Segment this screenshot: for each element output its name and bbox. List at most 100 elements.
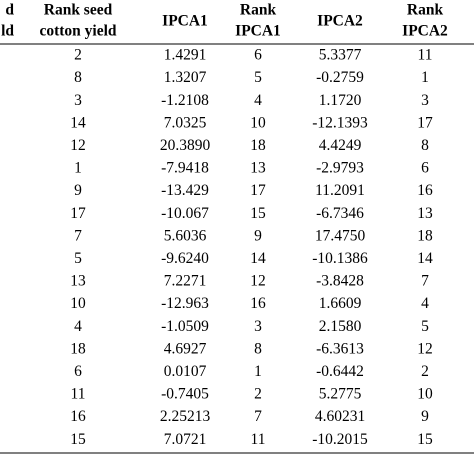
header-cell: IPCA1 <box>162 13 208 30</box>
table-cell: 5 <box>254 69 262 86</box>
table-cell: -13.429 <box>161 182 209 199</box>
table-cell: -2.9793 <box>316 160 364 177</box>
table-cell: 7 <box>254 408 262 425</box>
header-cell: d <box>5 2 14 19</box>
table-cell: 4.6927 <box>164 340 207 357</box>
table-cell: 18 <box>70 340 86 357</box>
table-cell: 7 <box>74 227 82 244</box>
table-cell: 8 <box>74 69 82 86</box>
table-cell: 8 <box>254 340 262 357</box>
table-cell: 1 <box>421 69 429 86</box>
table-cell: 14 <box>70 114 86 131</box>
table-cell: 12 <box>70 137 86 154</box>
table-cell: 5.6036 <box>164 227 207 244</box>
table-cell: 15 <box>250 205 266 222</box>
table-cell: 0.0107 <box>164 363 207 380</box>
table-cell: 16 <box>250 295 266 312</box>
table-cell: 7 <box>421 273 429 290</box>
table-cell: 17 <box>70 205 86 222</box>
table-cell: -9.6240 <box>161 250 209 267</box>
table-cell: -12.963 <box>161 295 209 312</box>
table-cell: 1.4291 <box>164 47 207 64</box>
table-cell: 11 <box>418 47 433 64</box>
table-cell: 2.1580 <box>319 318 362 335</box>
table-cell: 10 <box>70 295 86 312</box>
table-cell: 18 <box>417 227 433 244</box>
table-cell: 12 <box>417 340 433 357</box>
table-cell: 11 <box>71 386 86 403</box>
table-cell: 4 <box>421 295 429 312</box>
table-cell: 11.2091 <box>315 182 365 199</box>
header-cell: IPCA1 <box>235 23 281 40</box>
table-cell: -10.1386 <box>312 250 368 267</box>
table-cell: 10 <box>250 114 266 131</box>
table-cell: 5.3377 <box>319 47 362 64</box>
table-cell: 15 <box>70 431 86 448</box>
header-cell: Rank seed <box>44 2 113 19</box>
table-cell: 17 <box>250 182 266 199</box>
table-cell: 13 <box>70 273 86 290</box>
table-cell: -6.3613 <box>316 340 364 357</box>
table-cell: 2 <box>74 47 82 64</box>
header-cell: cotton yield <box>39 23 116 40</box>
table-cell: 1 <box>74 160 82 177</box>
table-cell: 6 <box>254 47 262 64</box>
table-cell: 9 <box>74 182 82 199</box>
table-cell: 14 <box>417 250 433 267</box>
table-cell: 1.1720 <box>319 92 362 109</box>
table-cell: 7.2271 <box>164 273 207 290</box>
table-cell: -10.2015 <box>312 431 368 448</box>
table-cell: 2 <box>421 363 429 380</box>
table-cell: 13 <box>250 160 266 177</box>
table-cell: 2 <box>254 386 262 403</box>
table-cell: 4.4249 <box>319 137 362 154</box>
table-cell: 17 <box>417 114 433 131</box>
table-cell: 6 <box>421 160 429 177</box>
table-cell: 4 <box>254 92 262 109</box>
table-cell: 5 <box>74 250 82 267</box>
table-cell: 3 <box>421 92 429 109</box>
table-cell: -0.7405 <box>161 386 209 403</box>
table-cell: 15 <box>417 431 433 448</box>
table-cell: 10 <box>417 386 433 403</box>
table-cell: -0.2759 <box>316 69 364 86</box>
header-cell: Rank <box>240 2 277 19</box>
table-cell: -1.0509 <box>161 318 209 335</box>
table-cell: 7.0721 <box>164 431 207 448</box>
table-cell: 9 <box>254 227 262 244</box>
table-cell: 18 <box>250 137 266 154</box>
table-cell: 1.3207 <box>164 69 207 86</box>
table-cell: 11 <box>251 431 266 448</box>
header-cell: IPCA2 <box>402 23 448 40</box>
table-cell: 5 <box>421 318 429 335</box>
table-cell: 8 <box>421 137 429 154</box>
table-cell: 14 <box>250 250 266 267</box>
header-cell: IPCA2 <box>317 13 363 30</box>
table-cell: 3 <box>254 318 262 335</box>
table-cell: -7.9418 <box>161 160 209 177</box>
table-cell: 5.2775 <box>319 386 362 403</box>
table-cell: -1.2108 <box>161 92 209 109</box>
table-cell: 16 <box>70 408 86 425</box>
header-cell: Rank <box>407 2 444 19</box>
table-cell: -0.6442 <box>316 363 364 380</box>
table-cell: -3.8428 <box>316 273 364 290</box>
table-cell: 2.25213 <box>160 408 211 425</box>
table-cell: -10.067 <box>161 205 209 222</box>
table-cell: 17.4750 <box>315 227 366 244</box>
table-cell: 4 <box>74 318 82 335</box>
table-cell: 16 <box>417 182 433 199</box>
table-cell: 7.0325 <box>164 114 207 131</box>
table-cell: 3 <box>74 92 82 109</box>
header-cell: ld <box>1 23 14 40</box>
table-cell: 12 <box>250 273 266 290</box>
table-cell: -6.7346 <box>316 205 364 222</box>
table-cell: 9 <box>421 408 429 425</box>
table-cell: -12.1393 <box>312 114 368 131</box>
table-cell: 13 <box>417 205 433 222</box>
table-cell: 1 <box>254 363 262 380</box>
table-cell: 6 <box>74 363 82 380</box>
table-cell: 1.6609 <box>319 295 362 312</box>
table-cell: 20.3890 <box>160 137 211 154</box>
